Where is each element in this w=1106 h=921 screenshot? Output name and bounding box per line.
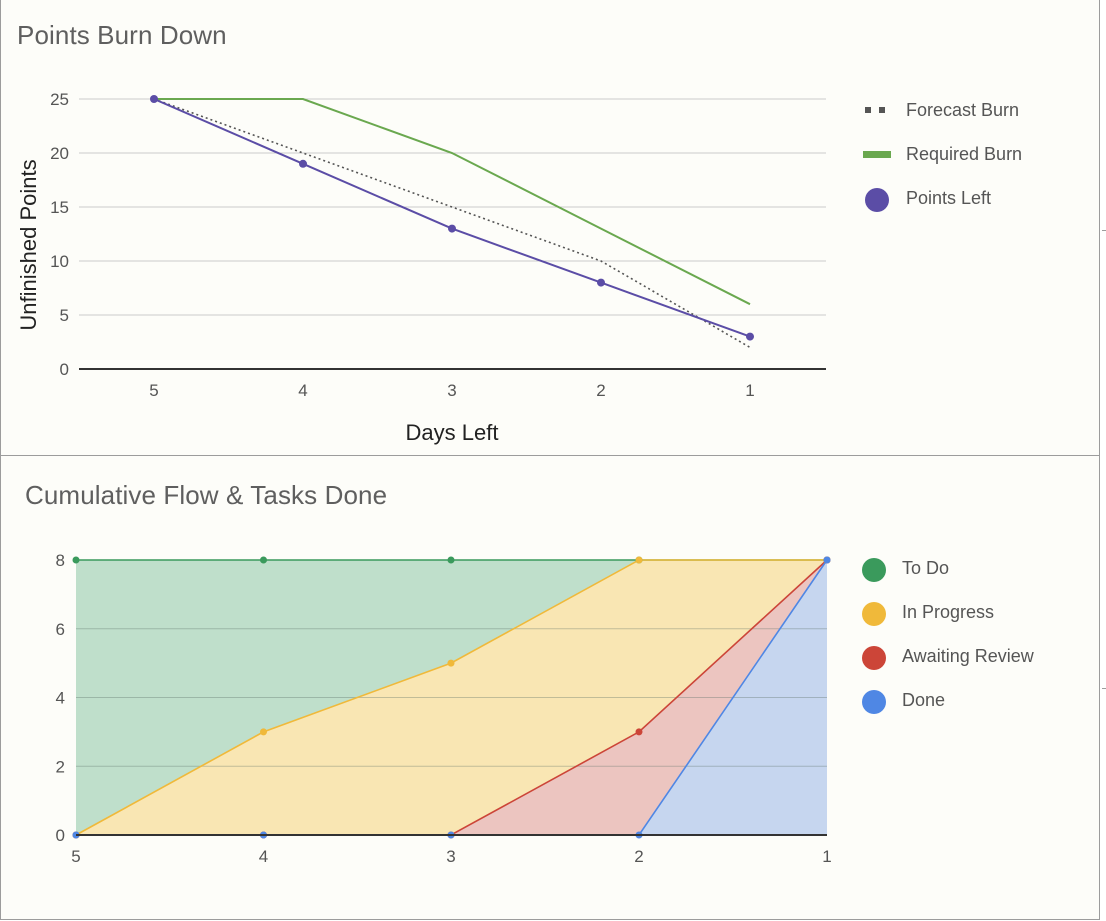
data-point-in-progress: [635, 556, 643, 564]
legend-label: In Progress: [902, 602, 994, 622]
x-tick-label: 2: [596, 381, 605, 400]
data-point-points-left: [746, 332, 754, 341]
data-point-to-do: [72, 556, 80, 564]
cumulative-flow-panel: Cumulative Flow & Tasks Done 0 2 4 6 8 5 4 3 2 1 T…: [0, 455, 1100, 920]
legend-label: Done: [902, 690, 945, 710]
legend-label: Points Left: [906, 188, 991, 208]
legend-swatch-awaiting-review: [862, 646, 886, 670]
x-tick-label: 4: [259, 847, 268, 866]
y-tick-label: 10: [50, 252, 69, 271]
area-in-progress: [76, 560, 827, 835]
legend-swatch-in-progress: [862, 602, 886, 626]
x-tick-label: 3: [447, 381, 456, 400]
y-tick-label: 15: [50, 198, 69, 217]
y-tick-label: 2: [56, 757, 65, 776]
burndown-panel: Points Burn Down 0 5 10 15 20 25 5 4 3 2 1 Days Lef…: [0, 0, 1100, 456]
data-point-awaiting-review: [635, 728, 643, 736]
edge-tick: [1102, 688, 1106, 689]
y-tick-label: 8: [56, 551, 65, 570]
data-point-points-left: [448, 224, 456, 233]
x-tick-label: 1: [822, 847, 831, 866]
data-point-points-left: [597, 278, 605, 287]
x-axis-title: Days Left: [406, 420, 499, 445]
x-tick-label: 4: [298, 381, 307, 400]
area-done: [76, 560, 827, 835]
burndown-chart: 0 5 10 15 20 25 5 4 3 2 1 Days Left Unfinished Point…: [16, 90, 1022, 445]
area-awaiting-review: [76, 560, 827, 835]
legend-label: Required Burn: [906, 144, 1022, 164]
legend-swatch-forecast-burn: [879, 107, 885, 113]
x-tick-label: 3: [446, 847, 455, 866]
y-tick-label: 25: [50, 90, 69, 109]
data-point-done: [823, 556, 831, 564]
y-tick-label: 0: [60, 360, 69, 379]
cumulative-flow-title: Cumulative Flow & Tasks Done: [25, 480, 388, 510]
y-tick-label: 20: [50, 144, 69, 163]
legend-swatch-forecast-burn: [865, 107, 871, 113]
x-tick-label: 5: [149, 381, 158, 400]
y-axis-title: Unfinished Points: [16, 159, 41, 330]
y-tick-label: 6: [56, 620, 65, 639]
y-tick-label: 0: [56, 826, 65, 845]
legend-swatch-to-do: [862, 558, 886, 582]
data-point-in-progress: [260, 728, 267, 736]
burndown-title: Points Burn Down: [17, 20, 227, 50]
legend-label: Forecast Burn: [906, 100, 1019, 120]
data-point-to-do: [447, 556, 455, 564]
area-to-do: [76, 560, 827, 835]
data-point-points-left: [150, 95, 158, 103]
edge-tick: [1102, 230, 1106, 231]
legend-swatch-done: [862, 690, 886, 714]
legend-swatch-required-burn: [863, 151, 891, 158]
data-point-points-left: [299, 159, 307, 168]
series-line-required-burn: [154, 98, 751, 306]
legend-label: To Do: [902, 558, 949, 578]
y-tick-label: 5: [60, 306, 69, 325]
y-tick-label: 4: [56, 689, 65, 708]
data-point-to-do: [260, 556, 267, 564]
cumulative-flow-chart: 0 2 4 6 8 5 4 3 2 1 To Do In Progress Awaiting Revie…: [56, 551, 1035, 866]
series-line-forecast-burn: [153, 98, 751, 349]
data-point-in-progress: [447, 659, 455, 667]
x-tick-label: 2: [634, 847, 643, 866]
x-tick-label: 5: [71, 847, 80, 866]
x-tick-label: 1: [745, 381, 754, 400]
series-line-points-left: [153, 98, 751, 338]
legend-swatch-points-left: [865, 188, 889, 212]
legend-label: Awaiting Review: [902, 646, 1035, 666]
